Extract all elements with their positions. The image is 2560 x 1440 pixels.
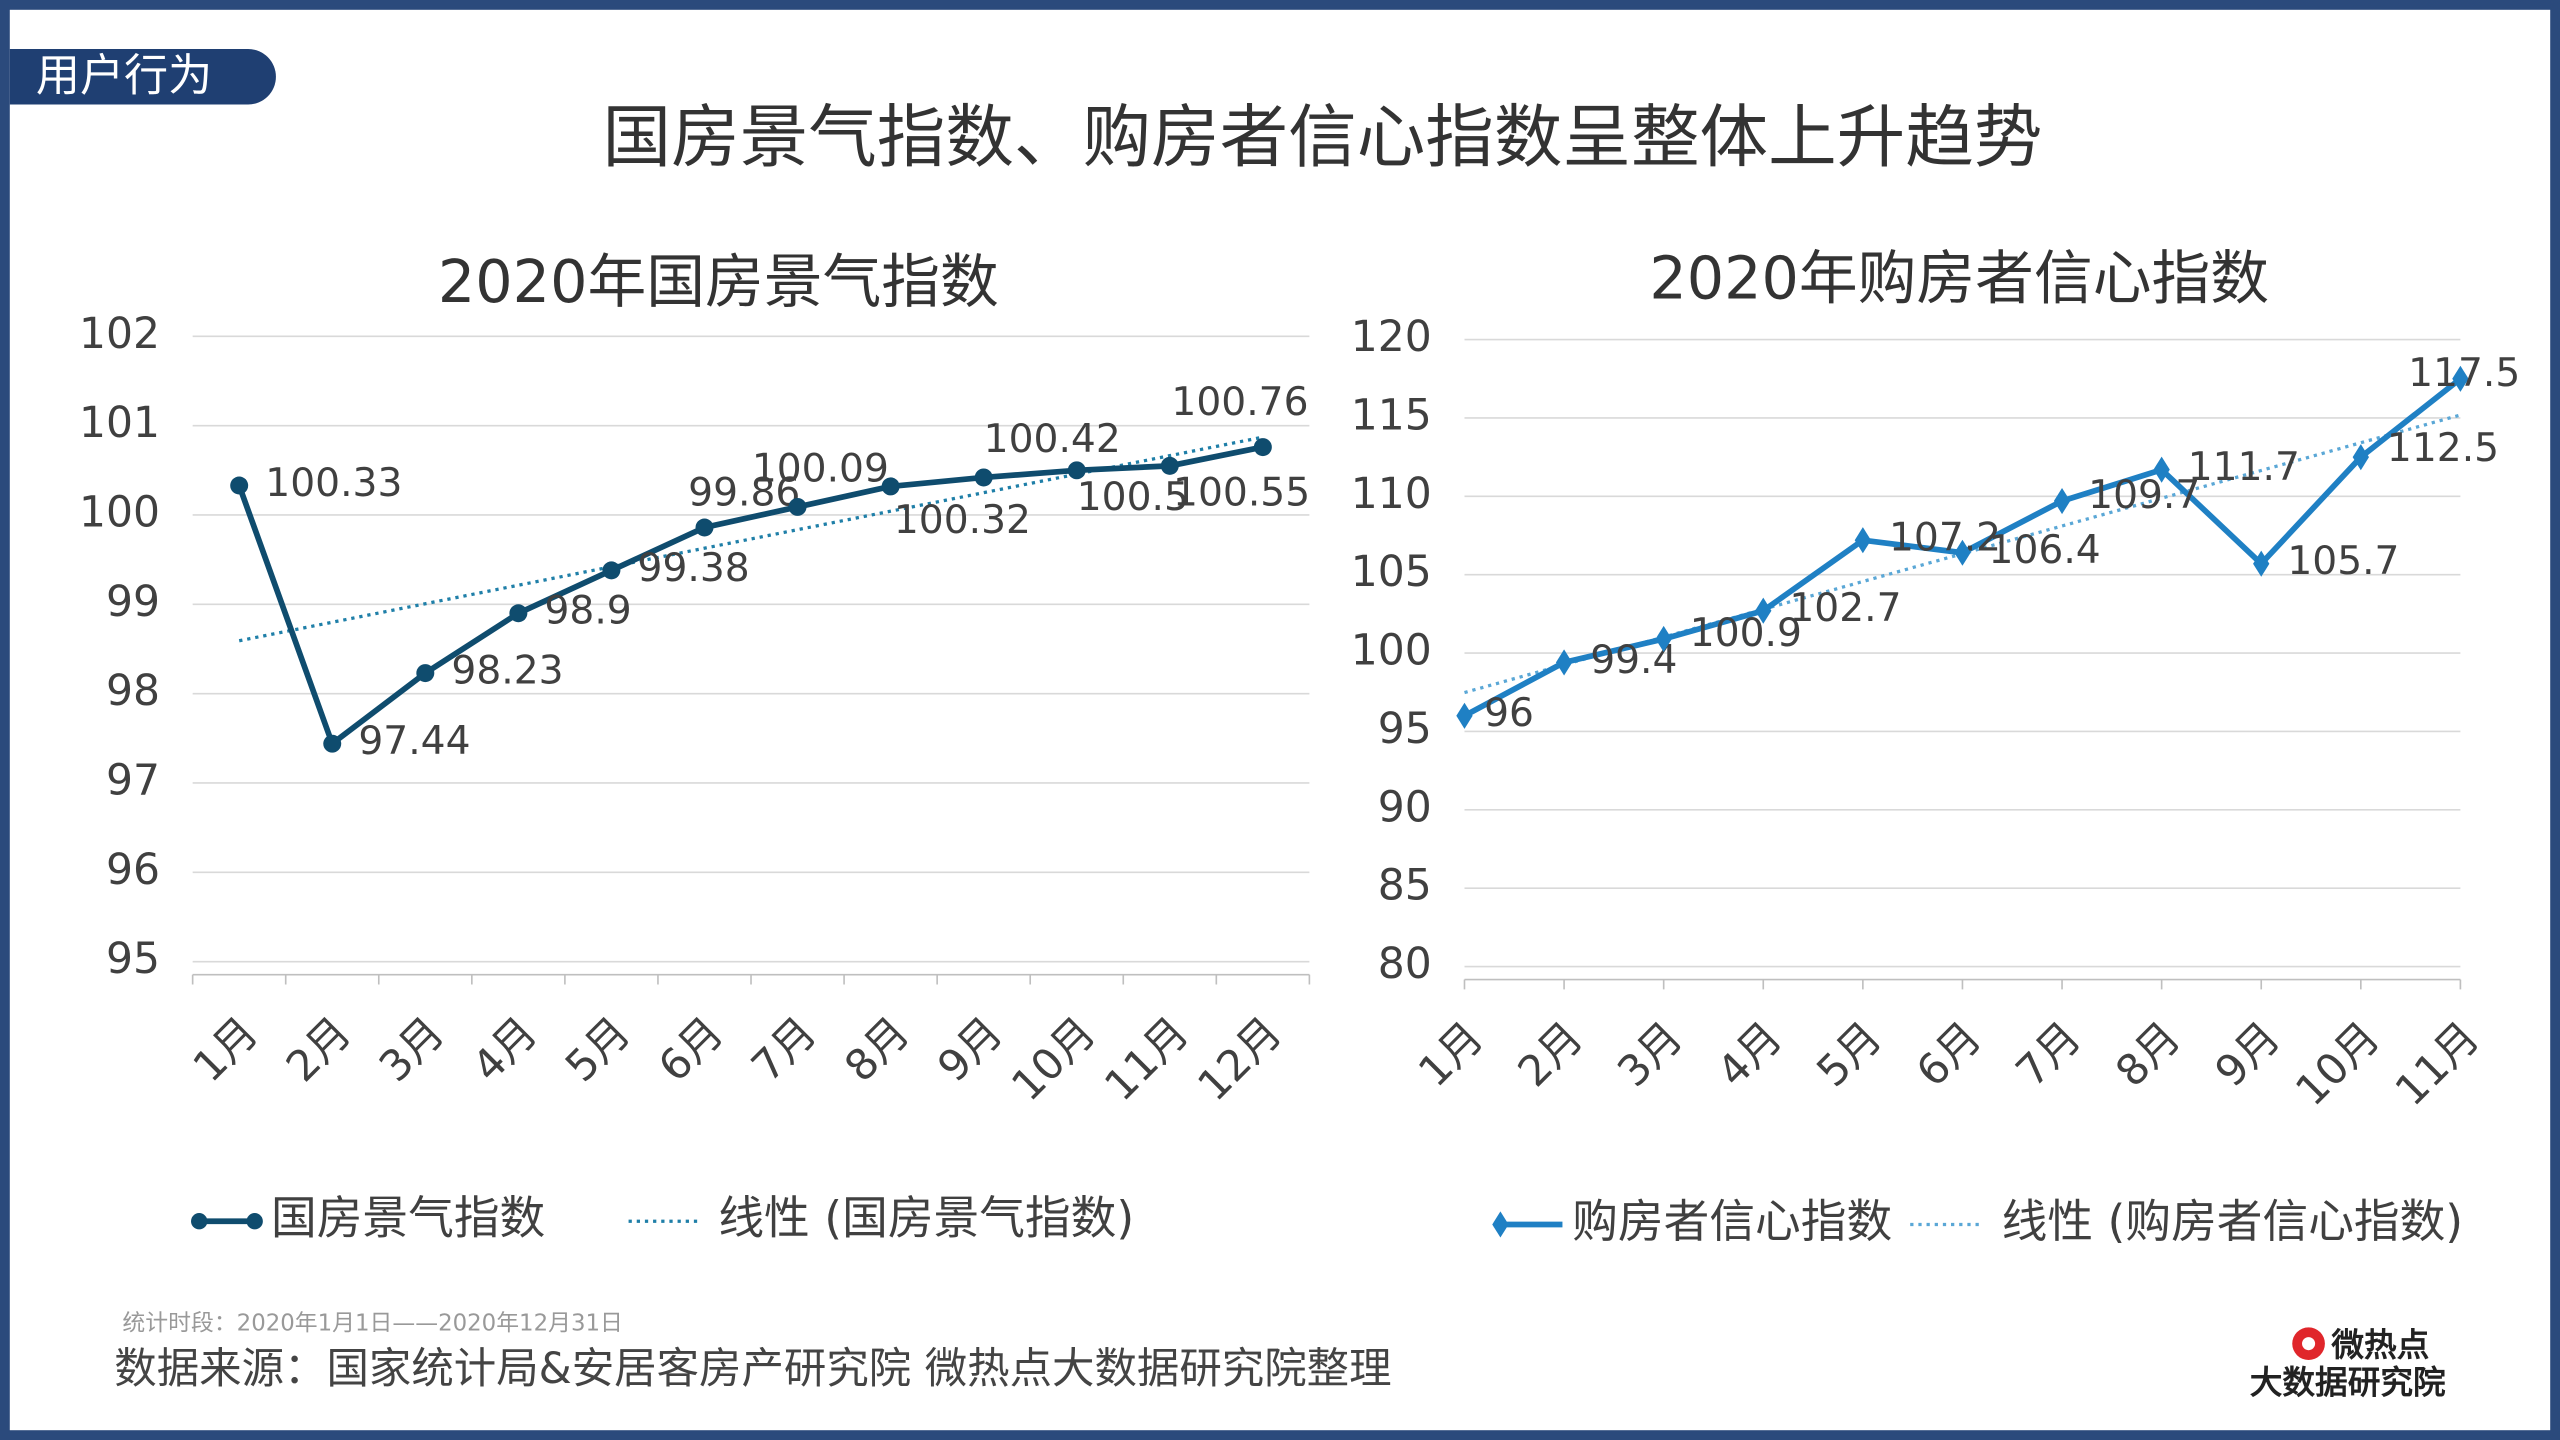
point <box>1456 702 1473 729</box>
point <box>323 734 342 753</box>
point <box>230 476 249 495</box>
legend-marker <box>1492 1211 1509 1238</box>
y-tick-label: 98 <box>106 667 160 716</box>
point <box>2253 550 2270 577</box>
legend-marker <box>246 1213 263 1230</box>
data-label: 99.86 <box>688 470 800 515</box>
data-label: 100.42 <box>984 417 1121 462</box>
point <box>1160 456 1179 475</box>
data-label: 109.7 <box>2088 473 2200 518</box>
source: 数据来源：国家统计局&安居客房产研究院 微热点大数据研究院整理 <box>114 1345 1391 1394</box>
y-tick-label: 97 <box>106 756 160 805</box>
y-tick-label: 101 <box>79 399 160 448</box>
data-label: 100.76 <box>1171 380 1308 425</box>
point <box>509 604 528 623</box>
main-title: 国房景气指数、购房者信心指数呈整体上升趋势 <box>603 98 2043 178</box>
data-label: 100.32 <box>894 498 1031 543</box>
data-label: 107.2 <box>1889 516 2001 561</box>
legend-label: 购房者信心指数 <box>1572 1195 1892 1248</box>
data-label: 111.7 <box>2188 445 2300 490</box>
data-label: 100.33 <box>265 461 402 506</box>
y-tick-label: 80 <box>1378 940 1432 989</box>
y-tick-label: 96 <box>106 846 160 895</box>
data-label: 106.4 <box>1989 528 2101 573</box>
data-label: 98.23 <box>451 649 563 694</box>
point <box>695 518 714 537</box>
legend-label: 线性 (购房者信心指数) <box>2002 1195 2464 1248</box>
point <box>416 664 435 683</box>
y-tick-label: 99 <box>106 578 160 627</box>
y-tick-label: 90 <box>1378 783 1432 832</box>
y-tick-label: 105 <box>1351 548 1432 597</box>
legend-label: 线性 (国房景气指数) <box>718 1192 1134 1245</box>
data-label: 98.9 <box>544 589 631 634</box>
series-line <box>236 444 1264 749</box>
chart-title: 2020年国房景气指数 <box>438 247 999 316</box>
data-label: 100.9 <box>1690 611 1802 656</box>
chart-title: 2020年购房者信心指数 <box>1649 244 2269 313</box>
data-label: 99.38 <box>638 546 750 591</box>
y-tick-label: 120 <box>1351 313 1432 362</box>
tag: 用户行为 <box>36 50 212 101</box>
y-tick-label: 85 <box>1378 862 1432 911</box>
point <box>1954 539 1971 566</box>
point <box>881 477 900 496</box>
data-label: 117.5 <box>2408 351 2520 396</box>
data-label: 97.44 <box>358 719 470 764</box>
trendline <box>238 435 1264 643</box>
logo-line1: 微热点 <box>2330 1326 2429 1364</box>
data-label: 112.5 <box>2387 426 2499 471</box>
data-label: 105.7 <box>2287 539 2399 584</box>
point <box>788 497 807 516</box>
point <box>1067 461 1086 480</box>
point <box>1655 625 1672 653</box>
point <box>1854 527 1872 554</box>
y-tick-label: 102 <box>79 310 160 359</box>
data-label: 96 <box>1484 691 1534 736</box>
data-label: 100.55 <box>1173 471 1310 516</box>
y-tick-label: 110 <box>1351 470 1432 519</box>
logo-icon-eye <box>2302 1337 2316 1351</box>
point <box>2352 444 2369 471</box>
point <box>2452 365 2469 392</box>
tag-pill <box>9 48 276 105</box>
data-label: 100.09 <box>752 447 889 492</box>
point <box>974 468 993 487</box>
y-tick-label: 95 <box>1378 705 1432 754</box>
y-tick-label: 115 <box>1351 391 1432 440</box>
point <box>602 561 621 580</box>
y-tick-label: 100 <box>1351 627 1432 676</box>
point <box>1755 597 1772 624</box>
data-label: 102.7 <box>1789 586 1901 631</box>
data-label: 100.5 <box>1077 475 1189 520</box>
legend-label: 国房景气指数 <box>271 1192 545 1245</box>
y-tick-label: 100 <box>79 488 160 537</box>
logo-line2: 大数据研究院 <box>2250 1363 2446 1401</box>
point <box>1253 438 1272 457</box>
period: 统计时段：2020年1月1日——2020年12月31日 <box>122 1311 622 1337</box>
legend-marker <box>191 1213 208 1230</box>
point <box>2153 456 2170 483</box>
y-tick-label: 95 <box>106 935 160 984</box>
